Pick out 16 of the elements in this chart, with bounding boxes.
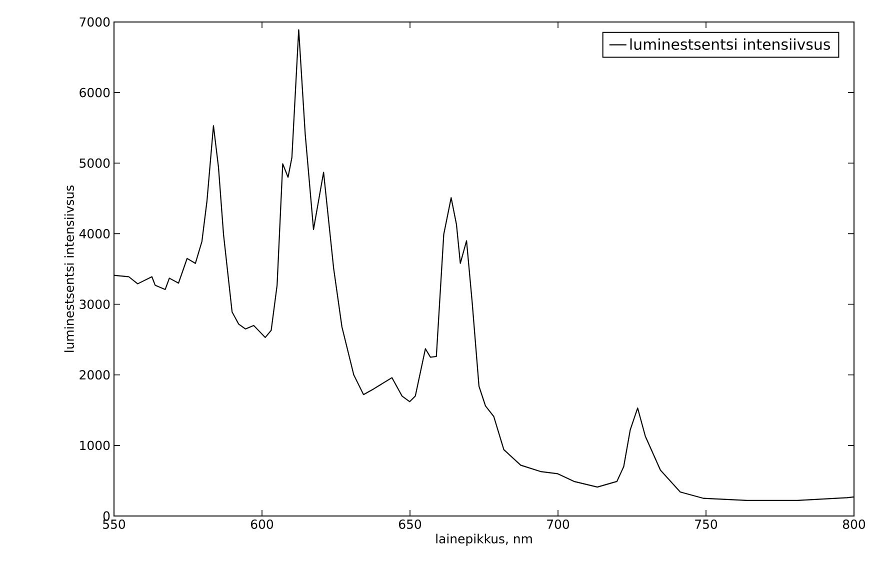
x-tick-label: 650 <box>398 520 422 529</box>
x-tick-label: 600 <box>250 520 274 529</box>
y-tick-label: 2000 <box>80 370 110 380</box>
legend-label: luminestsentsi intensiivsus <box>630 38 830 50</box>
x-tick-label: 750 <box>695 520 718 529</box>
y-tick-label: 3000 <box>80 300 110 309</box>
x-tick-label: 700 <box>547 520 570 529</box>
y-axis-title: luminestsentsi intensiivsus <box>64 186 74 352</box>
x-tick-label: 550 <box>103 520 126 529</box>
y-tick-label: 1000 <box>80 440 110 450</box>
y-tick-label: 7000 <box>80 17 110 27</box>
y-tick-label: 4000 <box>79 228 110 238</box>
y-tick-label: 6000 <box>80 88 110 98</box>
x-axis-title: lainepikkus, nm <box>436 534 532 546</box>
x-tick-label: 800 <box>842 520 866 529</box>
y-tick-label: 5000 <box>80 158 110 168</box>
